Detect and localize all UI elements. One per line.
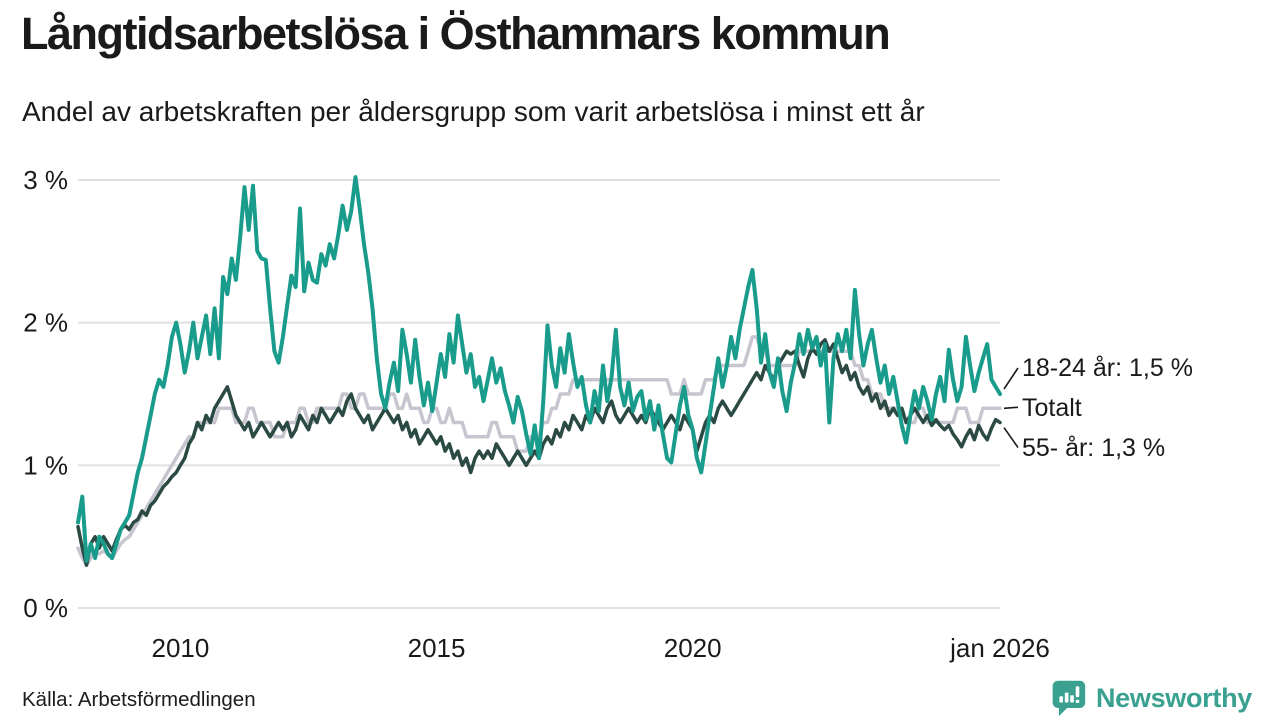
y-axis-tick-label: 0 % [23, 593, 68, 623]
series-end-label-18-24: 18-24 år: 1,5 % [1022, 354, 1193, 382]
y-axis-tick-label: 2 % [23, 308, 68, 338]
y-axis-tick-label: 3 % [23, 165, 68, 195]
newsworthy-wordmark: Newsworthy [1095, 682, 1252, 713]
x-axis-tick-label: jan 2026 [949, 633, 1050, 663]
newsworthy-logo: Newsworthy [1049, 678, 1252, 718]
series-line-18-24-r [76, 175, 1002, 563]
y-axis-tick-label: 1 % [23, 450, 68, 480]
series-end-label-55: 55- år: 1,3 % [1022, 433, 1166, 462]
chart-title: Långtidsarbetslösa i Östhammars kommun [21, 8, 891, 59]
x-axis-tick-label: 2010 [152, 633, 210, 663]
annotation-connector [1003, 406, 1019, 410]
annotation-connector [1003, 427, 1019, 448]
chart-subtitle: Andel av arbetskraften per åldersgrupp s… [22, 96, 925, 127]
series-end-label-totalt: Totalt [1022, 394, 1082, 423]
x-axis-tick-label: 2020 [664, 633, 722, 663]
newsworthy-chart-bubble-icon [1052, 680, 1086, 717]
source-note: Källa: Arbetsförmedlingen [22, 688, 256, 711]
annotation-connector [1003, 367, 1019, 390]
x-axis-tick-label: 2015 [408, 633, 466, 663]
